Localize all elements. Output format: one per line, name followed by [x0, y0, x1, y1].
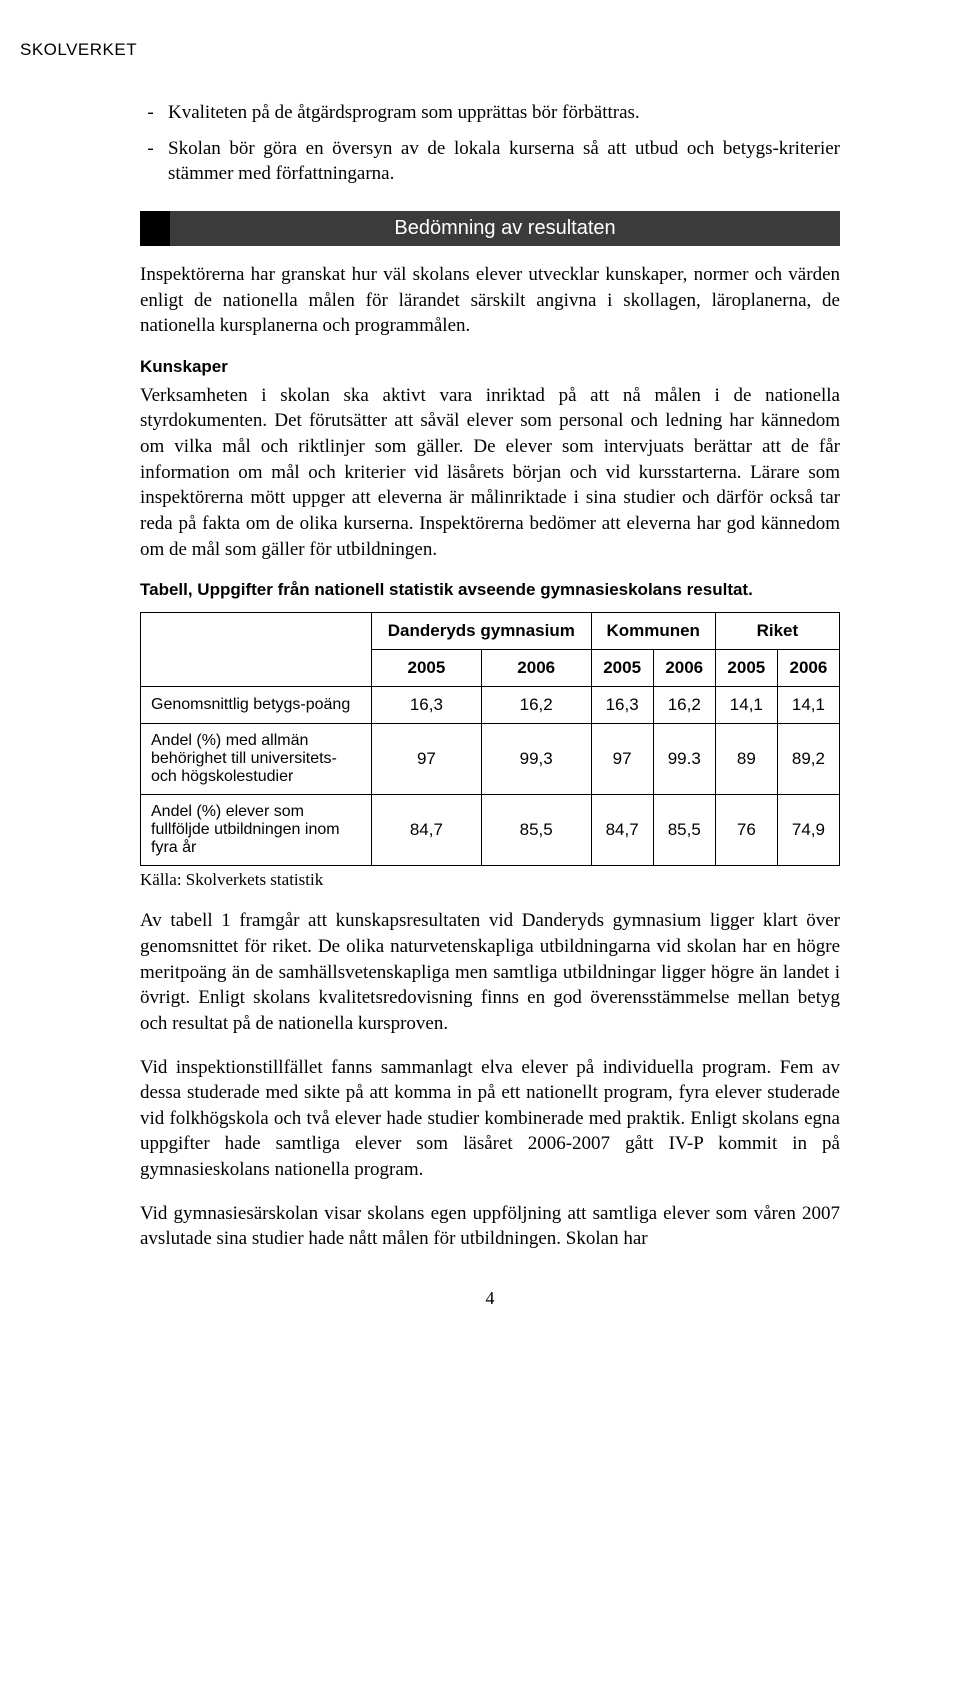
table-group-head: Kommunen [591, 613, 715, 650]
table-corner-cell [141, 613, 372, 687]
table-row-label: Andel (%) elever som fullföljde utbildni… [141, 795, 372, 866]
table-year-head: 2006 [653, 650, 715, 687]
bullet-item: Kvaliteten på de åtgärdsprogram som uppr… [168, 100, 840, 126]
bullet-item: Skolan bör göra en översyn av de lokala … [168, 136, 840, 187]
table-year-head: 2005 [372, 650, 482, 687]
table-cell: 16,2 [653, 687, 715, 724]
table-cell: 16,2 [481, 687, 591, 724]
table-cell: 99.3 [653, 724, 715, 795]
table-cell: 99,3 [481, 724, 591, 795]
table-row: Andel (%) med allmän behörighet till uni… [141, 724, 840, 795]
table-cell: 97 [591, 724, 653, 795]
table-row: Andel (%) elever som fullföljde utbildni… [141, 795, 840, 866]
analysis-paragraph-1: Av tabell 1 framgår att kunskapsresultat… [140, 908, 840, 1036]
table-cell: 85,5 [481, 795, 591, 866]
section-banner: Bedömning av resultaten [140, 211, 840, 246]
table-cell: 89 [715, 724, 777, 795]
table-cell: 14,1 [715, 687, 777, 724]
table-source-note: Källa: Skolverkets statistik [140, 870, 840, 890]
table-year-head: 2006 [481, 650, 591, 687]
table-group-row: Danderyds gymnasium Kommunen Riket [141, 613, 840, 650]
analysis-paragraph-2: Vid inspektionstillfället fanns sammanla… [140, 1055, 840, 1183]
results-table: Danderyds gymnasium Kommunen Riket 2005 … [140, 612, 840, 866]
table-cell: 14,1 [777, 687, 839, 724]
table-cell: 16,3 [372, 687, 482, 724]
kunskaper-heading: Kunskaper [140, 357, 840, 377]
bullet-list: Kvaliteten på de åtgärdsprogram som uppr… [140, 100, 840, 187]
table-row-label: Genomsnittlig betygs-poäng [141, 687, 372, 724]
table-cell: 76 [715, 795, 777, 866]
kunskaper-paragraph: Verksamheten i skolan ska aktivt vara in… [140, 383, 840, 562]
analysis-paragraph-3: Vid gymnasiesärskolan visar skolans egen… [140, 1201, 840, 1252]
table-row-label: Andel (%) med allmän behörighet till uni… [141, 724, 372, 795]
intro-paragraph: Inspektörerna har granskat hur väl skola… [140, 262, 840, 339]
page-number: 4 [140, 1288, 840, 1309]
table-group-head: Riket [715, 613, 839, 650]
table-row: Genomsnittlig betygs-poäng 16,3 16,2 16,… [141, 687, 840, 724]
table-caption: Tabell, Uppgifter från nationell statist… [140, 580, 840, 600]
table-cell: 84,7 [591, 795, 653, 866]
table-cell: 84,7 [372, 795, 482, 866]
table-cell: 74,9 [777, 795, 839, 866]
table-cell: 89,2 [777, 724, 839, 795]
table-year-head: 2005 [591, 650, 653, 687]
table-year-head: 2005 [715, 650, 777, 687]
table-group-head: Danderyds gymnasium [372, 613, 592, 650]
table-cell: 16,3 [591, 687, 653, 724]
table-cell: 97 [372, 724, 482, 795]
table-cell: 85,5 [653, 795, 715, 866]
table-year-head: 2006 [777, 650, 839, 687]
org-header: SKOLVERKET [20, 40, 840, 60]
